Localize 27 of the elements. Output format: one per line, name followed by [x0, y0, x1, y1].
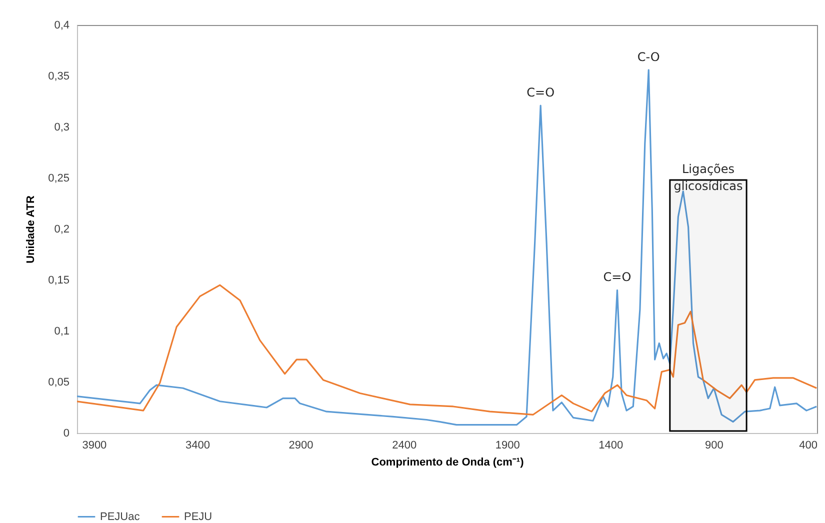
x-tick-label: 3900 [82, 440, 107, 452]
x-tick-label: 400 [799, 440, 818, 452]
legend-label: PEJU [184, 510, 212, 523]
y-tick-label: 0,05 [48, 376, 70, 388]
x-tick-label: 1900 [495, 440, 520, 452]
y-tick-label: 0,4 [54, 20, 70, 32]
y-tick-label: 0 [63, 428, 70, 440]
legend-label: PEJUac [100, 510, 140, 523]
x-tick-label: 2900 [288, 440, 314, 452]
line-series [77, 284, 817, 416]
y-tick-label: 0,2 [54, 224, 70, 236]
y-tick-label: 0,25 [48, 172, 70, 184]
x-tick-label: 3400 [185, 440, 210, 452]
y-tick-label: 0,3 [54, 122, 70, 134]
y-tick-label: 0,15 [48, 274, 70, 286]
y-axis-title: Unidade ATR [25, 196, 38, 264]
annotation: C=O [526, 86, 555, 100]
annotation: C-O [637, 50, 660, 64]
x-tick-label: 2400 [392, 440, 417, 452]
annotation: C=O [603, 270, 632, 284]
x-axis-title: Comprimento de Onda (cm⁻¹) [371, 456, 524, 468]
line-series [77, 69, 817, 426]
x-tick-label: 900 [705, 440, 724, 452]
y-tick-label: 0,1 [54, 326, 70, 338]
band-label: Ligações glicosídicas [674, 162, 743, 194]
y-tick-label: 0,35 [48, 70, 70, 82]
x-tick-label: 1400 [598, 440, 624, 452]
